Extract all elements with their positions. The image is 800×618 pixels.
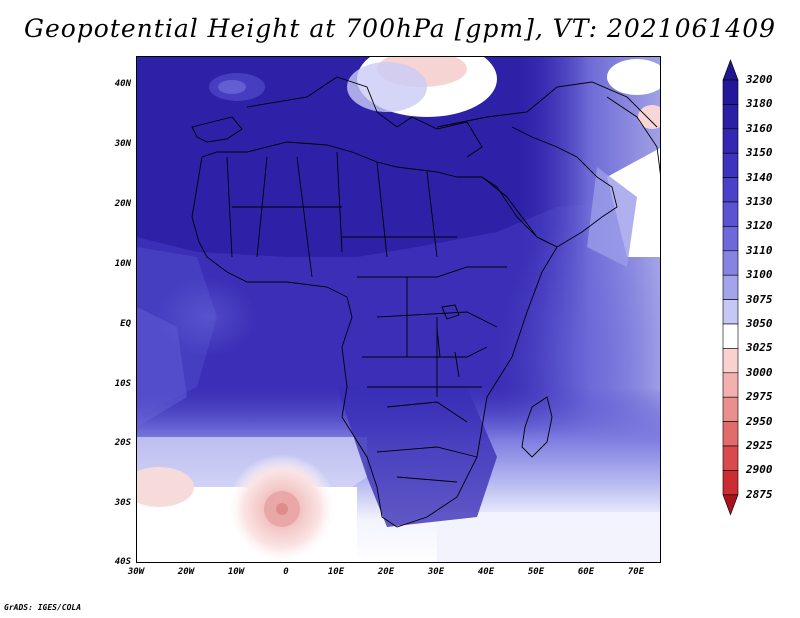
- colorbar-top-arrow: [722, 59, 739, 81]
- colorbar-level-label: 2950: [746, 414, 773, 428]
- colorbar-level-label: 3100: [746, 268, 773, 282]
- lon-label: 20W: [177, 567, 195, 577]
- lon-label: 10E: [327, 567, 345, 577]
- lat-label: EQ: [120, 319, 131, 329]
- colorbar: [722, 59, 739, 516]
- lon-label: 40E: [477, 567, 495, 577]
- lon-label: 0: [283, 567, 289, 577]
- colorbar-swatch: [722, 104, 739, 130]
- map-title: Geopotential Height at 700hPa [gpm], VT:…: [23, 14, 777, 43]
- colorbar-level-label: 3000: [746, 365, 773, 379]
- colorbar-swatch: [722, 226, 739, 252]
- lat-label: 30S: [114, 498, 131, 508]
- lat-label: 10S: [114, 379, 131, 389]
- lon-label: 10W: [227, 567, 245, 577]
- colorbar-level-label: 3050: [746, 317, 773, 330]
- colorbar-level-label: 3140: [746, 170, 773, 184]
- lon-label: 30E: [427, 567, 445, 577]
- lon-label: 70E: [627, 567, 645, 577]
- colorbar-swatch: [722, 79, 739, 105]
- colorbar-swatch: [722, 128, 739, 154]
- colorbar-level-label: 2900: [746, 463, 773, 477]
- colorbar-swatch: [722, 250, 739, 276]
- colorbar-swatch: [722, 372, 739, 398]
- colorbar-level-label: 3025: [746, 341, 773, 355]
- colorbar-level-label: 2925: [746, 439, 773, 452]
- lat-label: 40N: [114, 79, 131, 89]
- colorbar-swatch: [722, 323, 739, 349]
- colorbar-level-label: 3150: [746, 146, 773, 160]
- lat-label: 30N: [114, 139, 131, 149]
- footer-credit: GrADS: IGES/COLA: [4, 603, 82, 612]
- lat-label: 40S: [114, 557, 131, 567]
- lon-label: 50E: [527, 567, 545, 577]
- lat-label: 10N: [114, 259, 131, 269]
- colorbar-swatch: [722, 177, 739, 203]
- colorbar-swatch: [722, 299, 739, 325]
- colorbar-level-label: 3075: [746, 292, 773, 306]
- colorbar-swatch: [722, 152, 739, 178]
- lat-label: 20S: [114, 438, 131, 448]
- colorbar-level-label: 3120: [746, 219, 773, 233]
- colorbar-level-label: 3180: [746, 97, 773, 111]
- colorbar-swatch: [722, 421, 739, 447]
- colorbar-swatch: [722, 348, 739, 374]
- lon-label: 30W: [127, 567, 145, 577]
- colorbar-level-label: 3200: [746, 73, 773, 86]
- colorbar-swatch: [722, 274, 739, 300]
- lat-label: 20N: [114, 199, 131, 209]
- height-field-map: [137, 57, 660, 562]
- colorbar-level-label: 3110: [746, 243, 773, 257]
- colorbar-swatch: [722, 396, 739, 422]
- colorbar-bottom-arrow: [722, 494, 739, 516]
- colorbar-swatch: [722, 201, 739, 227]
- colorbar-level-label: 2875: [746, 487, 773, 501]
- coastlines-and-borders: [191, 76, 660, 528]
- colorbar-swatch: [722, 445, 739, 471]
- colorbar-level-label: 2975: [746, 390, 773, 404]
- lon-label: 20E: [377, 567, 395, 577]
- colorbar-level-label: 3160: [746, 121, 773, 135]
- colorbar-level-label: 3130: [746, 195, 773, 208]
- lon-label: 60E: [577, 567, 595, 577]
- map-panel: [136, 56, 661, 563]
- colorbar-swatch: [722, 470, 739, 496]
- map-shading: [137, 57, 660, 562]
